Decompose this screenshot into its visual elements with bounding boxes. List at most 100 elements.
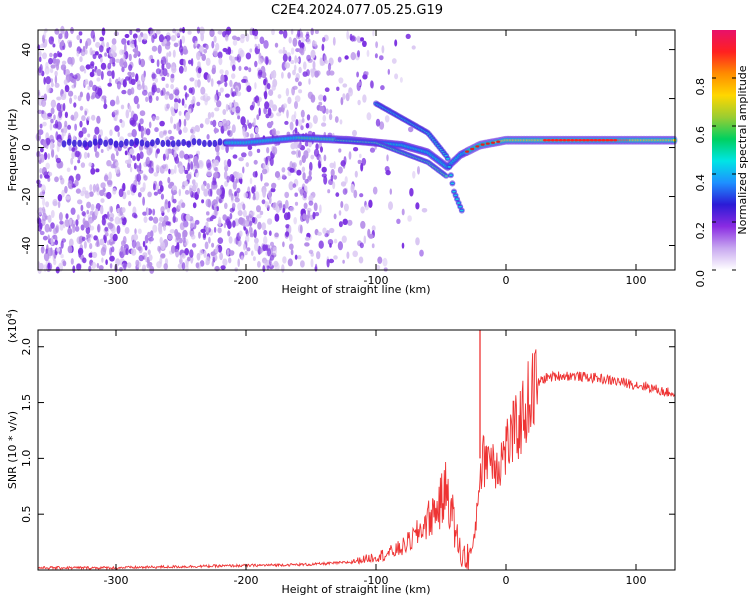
noise-speckle xyxy=(269,157,274,167)
noise-speckle xyxy=(184,169,189,175)
noise-speckle xyxy=(292,85,298,90)
carrier-peak xyxy=(491,141,495,144)
noise-speckle xyxy=(183,180,189,187)
noise-speckle xyxy=(52,198,58,207)
noise-speckle xyxy=(168,51,172,57)
noise-speckle xyxy=(167,129,172,135)
noise-speckle xyxy=(88,162,93,167)
noise-speckle xyxy=(294,127,298,134)
noise-speckle xyxy=(298,39,302,47)
noise-speckle xyxy=(128,105,132,113)
noise-speckle xyxy=(160,241,166,251)
noise-speckle xyxy=(164,43,171,50)
carrier-signal xyxy=(77,139,82,147)
noise-speckle xyxy=(174,87,180,96)
spectrogram-x-label: Height of straight line (km) xyxy=(281,283,430,296)
noise-speckle xyxy=(318,240,324,249)
noise-speckle xyxy=(87,152,90,158)
noise-speckle xyxy=(330,168,335,177)
noise-speckle xyxy=(254,35,259,40)
carrier-signal xyxy=(139,139,145,147)
noise-speckle xyxy=(187,162,191,172)
noise-speckle xyxy=(269,254,275,261)
noise-speckle xyxy=(64,120,68,128)
carrier-signal xyxy=(170,140,176,148)
noise-speckle xyxy=(107,180,113,187)
noise-speckle xyxy=(47,153,51,160)
noise-speckle xyxy=(166,62,171,70)
noise-speckle xyxy=(338,221,343,228)
noise-speckle xyxy=(338,210,342,216)
noise-speckle xyxy=(344,55,349,60)
noise-speckle xyxy=(232,220,236,228)
noise-speckle xyxy=(73,102,77,108)
y-tick-label: -40 xyxy=(20,237,33,255)
noise-speckle xyxy=(304,178,309,184)
noise-speckle xyxy=(317,160,321,169)
noise-speckle xyxy=(123,60,127,68)
noise-speckle xyxy=(73,79,77,88)
noise-speckle xyxy=(110,206,113,213)
noise-speckle xyxy=(38,50,42,58)
noise-speckle xyxy=(249,220,253,227)
noise-speckle xyxy=(389,188,392,195)
y-tick-label: 1.5 xyxy=(20,394,33,412)
noise-speckle xyxy=(56,247,61,252)
noise-speckle xyxy=(156,87,161,94)
noise-speckle xyxy=(294,192,299,197)
noise-speckle xyxy=(297,81,302,87)
noise-speckle xyxy=(196,101,201,107)
noise-speckle xyxy=(128,53,132,62)
noise-speckle xyxy=(340,181,347,187)
noise-speckle xyxy=(377,256,383,264)
noise-speckle xyxy=(127,132,133,137)
noise-speckle xyxy=(123,262,127,270)
noise-speckle xyxy=(163,225,166,231)
carrier-peak xyxy=(597,139,602,142)
noise-speckle xyxy=(289,121,294,131)
noise-speckle xyxy=(270,120,274,126)
noise-speckle xyxy=(163,263,168,270)
noise-speckle xyxy=(282,256,287,264)
noise-speckle xyxy=(54,59,60,67)
carrier-peak xyxy=(566,139,571,142)
noise-speckle xyxy=(353,147,359,152)
noise-speckle xyxy=(127,159,132,165)
noise-speckle xyxy=(145,156,150,165)
noise-speckle xyxy=(171,66,177,74)
noise-speckle xyxy=(94,51,99,56)
noise-speckle xyxy=(271,84,276,91)
noise-speckle xyxy=(225,103,229,112)
noise-speckle xyxy=(238,172,243,180)
noise-speckle xyxy=(171,207,177,213)
noise-speckle xyxy=(261,71,267,79)
noise-speckle xyxy=(338,77,344,84)
noise-speckle xyxy=(348,87,353,93)
spectrogram-y-label: Frequency (Hz) xyxy=(6,109,19,192)
noise-speckle xyxy=(190,161,194,170)
noise-speckle xyxy=(50,81,54,88)
noise-speckle xyxy=(184,248,190,256)
noise-speckle xyxy=(218,121,223,127)
noise-speckle xyxy=(291,162,297,169)
noise-speckle xyxy=(321,173,327,178)
noise-speckle xyxy=(412,170,416,179)
carrier-signal xyxy=(196,138,202,146)
noise-speckle xyxy=(206,211,210,216)
noise-speckle xyxy=(38,217,42,225)
noise-speckle xyxy=(196,252,201,261)
noise-speckle xyxy=(131,212,137,218)
noise-speckle xyxy=(342,259,345,264)
noise-speckle xyxy=(322,114,327,122)
noise-speckle xyxy=(39,174,43,179)
noise-speckle xyxy=(340,201,344,208)
noise-speckle xyxy=(211,242,215,248)
noise-speckle xyxy=(81,236,86,242)
noise-speckle xyxy=(216,100,222,108)
noise-speckle xyxy=(118,188,124,198)
noise-speckle xyxy=(94,208,99,216)
noise-speckle xyxy=(138,123,142,132)
noise-speckle xyxy=(157,44,162,55)
noise-speckle xyxy=(54,82,60,88)
noise-speckle xyxy=(182,126,188,133)
